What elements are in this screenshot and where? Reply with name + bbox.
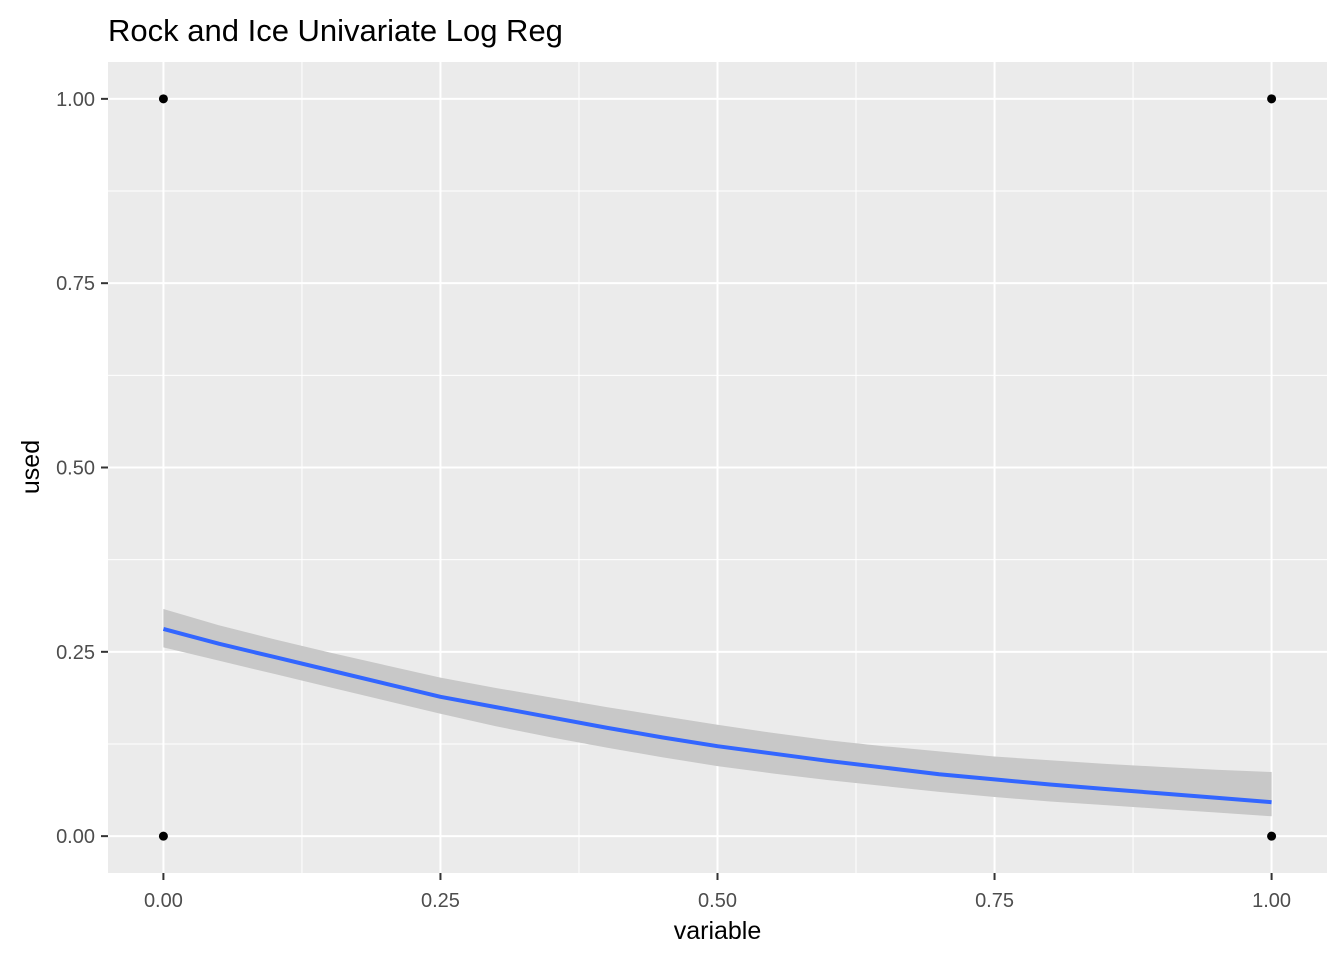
chart-title: Rock and Ice Univariate Log Reg [108, 13, 563, 48]
y-axis: 0.00 0.25 0.50 0.75 1.00 [56, 89, 108, 848]
y-axis-title: used [17, 440, 45, 494]
y-tick-label-3: 0.75 [56, 273, 95, 295]
data-points-layer [158, 94, 1277, 841]
data-point-2 [1267, 94, 1277, 104]
x-tick-label-3: 0.75 [975, 890, 1014, 912]
y-tick-label-1: 0.25 [56, 642, 95, 664]
data-point-1 [158, 831, 168, 841]
x-tick-label-2: 0.50 [698, 890, 737, 912]
y-tick-label-2: 0.50 [56, 458, 95, 480]
fitted-curve [162, 627, 1272, 805]
y-tick-label-0: 0.00 [56, 826, 95, 848]
data-point-3 [1267, 831, 1277, 841]
y-tick-label-4: 1.00 [56, 89, 95, 111]
x-tick-label-4: 1.00 [1252, 890, 1291, 912]
x-tick-label-1: 0.25 [421, 890, 460, 912]
confidence-band [163, 609, 1272, 817]
x-axis: 0.00 0.25 0.50 0.75 1.00 [144, 873, 1291, 912]
x-axis-title: variable [674, 917, 762, 945]
data-point-0 [158, 94, 168, 104]
confidence-band-layer [163, 609, 1272, 817]
fit-line-layer [162, 627, 1272, 805]
x-tick-label-0: 0.00 [144, 890, 183, 912]
